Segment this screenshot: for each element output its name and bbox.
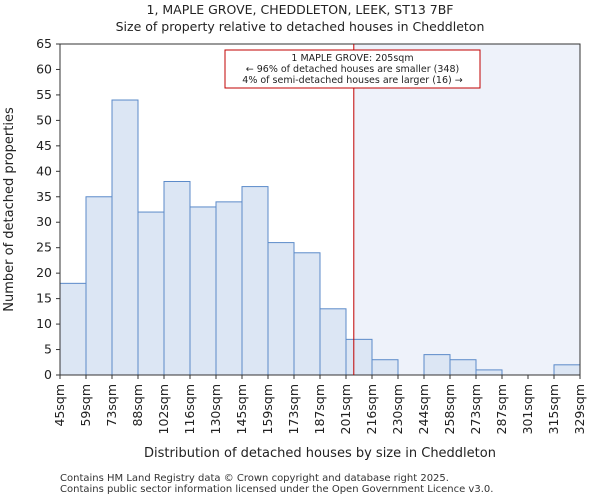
x-tick-label-159sqm: 159sqm bbox=[260, 384, 275, 434]
footer-line-2: Contains public sector information licen… bbox=[60, 484, 494, 495]
bar-273sqm bbox=[475, 369, 503, 376]
bar-258sqm bbox=[449, 359, 477, 376]
bar-201sqm bbox=[345, 338, 373, 376]
chart-title: 1, MAPLE GROVE, CHEDDLETON, LEEK, ST13 7… bbox=[146, 2, 454, 17]
y-tick-label-10: 10 bbox=[36, 316, 52, 331]
highlight-region bbox=[353, 44, 580, 375]
annotation-line-2: ← 96% of detached houses are smaller (34… bbox=[246, 64, 459, 75]
x-tick-label-329sqm: 329sqm bbox=[572, 384, 587, 434]
bar-88sqm bbox=[137, 211, 165, 376]
y-tick-label-65: 65 bbox=[36, 36, 52, 51]
x-tick-label-73sqm: 73sqm bbox=[104, 384, 119, 427]
y-tick-label-20: 20 bbox=[36, 265, 52, 280]
y-tick-label-60: 60 bbox=[36, 61, 52, 76]
x-tick-label-273sqm: 273sqm bbox=[468, 384, 483, 434]
bar-216sqm bbox=[371, 359, 399, 376]
y-tick-label-45: 45 bbox=[36, 138, 52, 153]
x-tick-label-59sqm: 59sqm bbox=[78, 384, 93, 427]
bar-315sqm bbox=[553, 364, 581, 376]
y-tick-label-25: 25 bbox=[36, 240, 52, 255]
y-tick-label-50: 50 bbox=[36, 112, 52, 127]
chart-svg: 0 5 10 15 20 25 30 35 40 45 50 55 60 65 45sqm 59sqm 73sq… bbox=[2, 36, 587, 461]
x-tick-label-216sqm: 216sqm bbox=[364, 384, 379, 434]
x-tick-label-88sqm: 88sqm bbox=[130, 384, 145, 427]
x-tick-label-116sqm: 116sqm bbox=[182, 384, 197, 434]
y-tick-label-0: 0 bbox=[44, 367, 52, 382]
bar-73sqm bbox=[111, 99, 139, 376]
bar-59sqm bbox=[85, 196, 113, 376]
x-tick-label-301sqm: 301sqm bbox=[520, 384, 535, 434]
x-tick-label-230sqm: 230sqm bbox=[390, 384, 405, 434]
x-tick-label-287sqm: 287sqm bbox=[494, 384, 509, 434]
bar-159sqm bbox=[267, 242, 295, 376]
bar-102sqm bbox=[163, 180, 191, 376]
annotation-line-3: 4% of semi-detached houses are larger (1… bbox=[242, 75, 462, 86]
y-tick-label-35: 35 bbox=[36, 189, 52, 204]
y-tick-label-15: 15 bbox=[36, 291, 52, 306]
x-tick-label-187sqm: 187sqm bbox=[312, 384, 327, 434]
y-axis-label: Number of detached properties bbox=[2, 107, 17, 312]
bar-145sqm bbox=[241, 186, 269, 376]
bar-130sqm bbox=[215, 201, 243, 376]
footer-line-1: Contains HM Land Registry data © Crown c… bbox=[60, 473, 449, 484]
x-tick-label-45sqm: 45sqm bbox=[52, 384, 67, 427]
x-tick-label-145sqm: 145sqm bbox=[234, 384, 249, 434]
y-tick-label-5: 5 bbox=[44, 342, 52, 357]
x-tick-label-173sqm: 173sqm bbox=[286, 384, 301, 434]
x-tick-label-244sqm: 244sqm bbox=[416, 384, 431, 434]
y-tick-label-30: 30 bbox=[36, 214, 52, 229]
x-tick-label-201sqm: 201sqm bbox=[338, 384, 353, 434]
chart-subtitle: Size of property relative to detached ho… bbox=[115, 19, 485, 34]
x-tick-label-315sqm: 315sqm bbox=[546, 384, 561, 434]
bar-187sqm bbox=[319, 308, 347, 376]
x-axis-label: Distribution of detached houses by size … bbox=[144, 446, 496, 461]
x-tick-label-130sqm: 130sqm bbox=[208, 384, 223, 434]
x-tick-label-102sqm: 102sqm bbox=[156, 384, 171, 434]
x-tick-label-258sqm: 258sqm bbox=[442, 384, 457, 434]
y-tick-label-55: 55 bbox=[36, 87, 52, 102]
annotation-line-1: 1 MAPLE GROVE: 205sqm bbox=[291, 53, 413, 64]
bar-45sqm bbox=[59, 282, 87, 376]
bar-244sqm bbox=[423, 354, 451, 376]
y-tick-label-40: 40 bbox=[36, 163, 52, 178]
bar-116sqm bbox=[189, 206, 217, 376]
bar-173sqm bbox=[293, 252, 321, 376]
annotation-box bbox=[224, 49, 481, 89]
